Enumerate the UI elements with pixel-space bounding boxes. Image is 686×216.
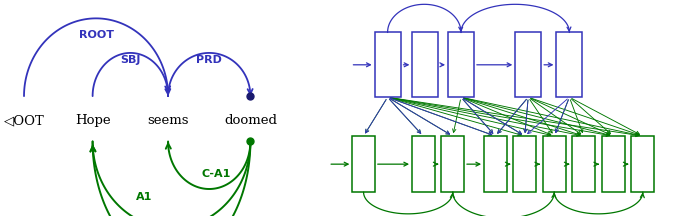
Bar xyxy=(556,32,582,97)
Text: PRD: PRD xyxy=(196,55,222,65)
Bar xyxy=(412,136,435,192)
Bar xyxy=(375,32,401,97)
Text: C-A1: C-A1 xyxy=(202,169,230,179)
Text: ◁OOT: ◁OOT xyxy=(3,114,45,127)
Text: A1: A1 xyxy=(136,192,152,202)
Bar xyxy=(572,136,595,192)
Bar xyxy=(515,32,541,97)
Bar xyxy=(632,136,654,192)
Bar xyxy=(353,136,375,192)
Text: seems: seems xyxy=(147,114,189,127)
Bar xyxy=(602,136,625,192)
Text: Hope: Hope xyxy=(75,114,110,127)
Text: ROOT: ROOT xyxy=(78,30,114,40)
Bar xyxy=(484,136,506,192)
Text: doomed: doomed xyxy=(224,114,277,127)
Bar xyxy=(412,32,438,97)
Bar xyxy=(442,136,464,192)
Text: SBJ: SBJ xyxy=(120,55,141,65)
Bar xyxy=(513,136,536,192)
Bar xyxy=(448,32,474,97)
Bar xyxy=(543,136,566,192)
